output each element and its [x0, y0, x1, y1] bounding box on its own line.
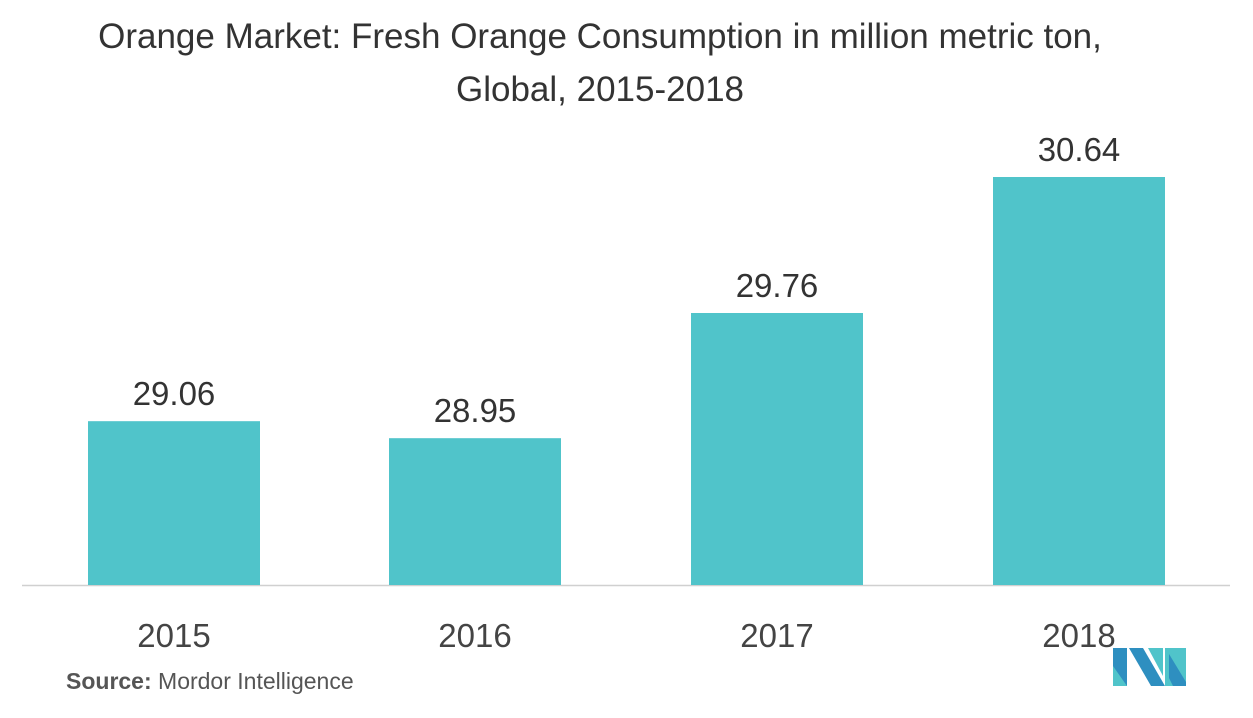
- data-label: 29.06: [133, 375, 216, 412]
- data-label: 30.64: [1038, 131, 1121, 168]
- x-tick-label: 2016: [438, 617, 511, 654]
- source-label: Source:: [66, 668, 152, 694]
- x-tick-label: 2015: [137, 617, 210, 654]
- bar-2015: [88, 421, 260, 585]
- bar-2016: [389, 438, 561, 585]
- bar-2018: [993, 177, 1165, 585]
- logo-icon: [1113, 648, 1186, 686]
- chart-title: Orange Market: Fresh Orange Consumption …: [98, 17, 1102, 109]
- data-label: 29.76: [736, 267, 819, 304]
- x-tick-label: 2018: [1042, 617, 1115, 654]
- source-note: Source: Mordor Intelligence: [66, 668, 354, 695]
- data-label: 28.95: [434, 392, 517, 429]
- bar-2017: [691, 313, 863, 585]
- x-tick-label: 2017: [740, 617, 813, 654]
- source-text: Mordor Intelligence: [151, 668, 354, 694]
